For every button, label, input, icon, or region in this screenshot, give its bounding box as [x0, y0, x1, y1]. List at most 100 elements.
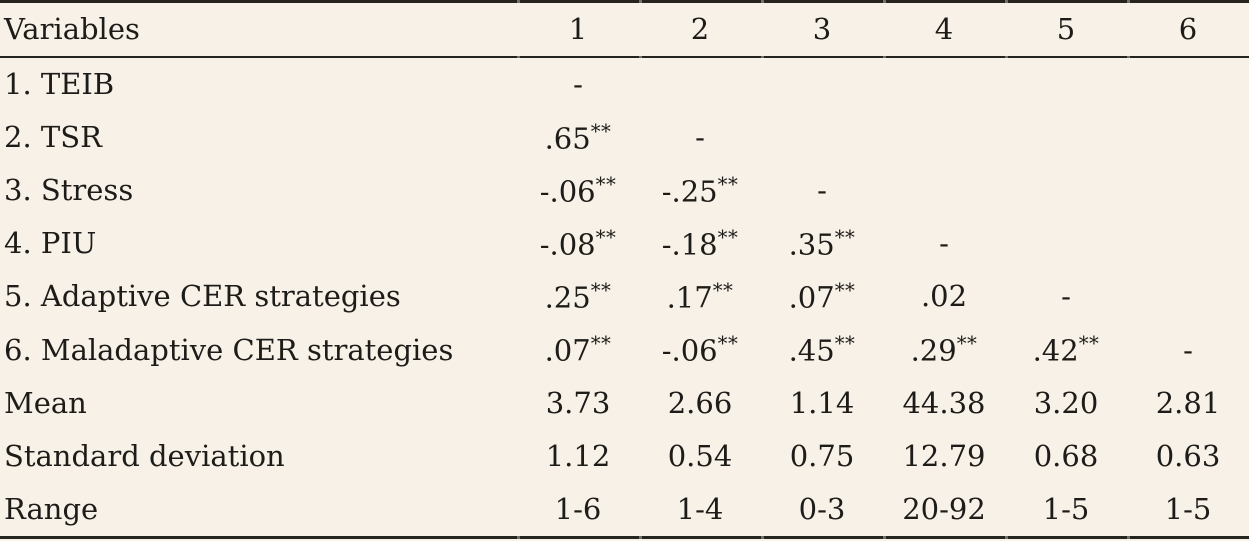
table-row: 2. TSR .65** -	[0, 111, 1249, 164]
table-cell: 2.66	[667, 385, 733, 420]
table-cell: 0.63	[1155, 438, 1221, 473]
table-cell: 2.81	[1155, 385, 1221, 420]
significance-stars: **	[717, 332, 739, 356]
row-label: 4. PIU	[4, 226, 97, 261]
significance-stars: **	[834, 279, 856, 303]
column-header-4: 4	[934, 12, 954, 46]
table-cell: .29**	[910, 332, 978, 368]
table-body: 1. TEIB -2. TSR .65** -3. Stress -.06** -.25*…	[0, 58, 1249, 536]
table-row: Range 1-6 1-4 0-3 20-92 1-5 1-5	[0, 483, 1249, 536]
table-cell: 0.68	[1033, 438, 1099, 473]
table-cell: 1-4	[676, 491, 724, 526]
table-cell: 1.12	[545, 438, 611, 473]
table-cell: 0.54	[667, 438, 733, 473]
column-header-variables: Variables	[4, 12, 140, 46]
column-boundary-tick	[883, 535, 886, 539]
table-cell: 3.73	[545, 385, 611, 420]
table-cell: -	[695, 120, 705, 155]
table-cell: 0-3	[798, 491, 846, 526]
table-cell: -.18**	[661, 226, 739, 262]
column-boundary-tick	[1005, 0, 1008, 3]
row-label: Mean	[4, 385, 87, 420]
table-cell: -	[817, 173, 827, 208]
table-cell: -	[573, 67, 583, 102]
column-boundary-tick	[1005, 535, 1008, 539]
table-row: 4. PIU -.08** -.18** .35** -	[0, 217, 1249, 270]
column-boundary-tick	[761, 56, 764, 58]
column-header-2: 2	[690, 12, 710, 46]
table-cell: .07**	[788, 279, 856, 315]
column-boundary-tick	[639, 56, 642, 58]
table-cell: 1-5	[1164, 491, 1212, 526]
table-cell: .45**	[788, 332, 856, 368]
table-cell: 20-92	[902, 491, 986, 526]
significance-stars: **	[590, 279, 612, 303]
table-cell: 12.79	[902, 438, 986, 473]
table-cell: .07**	[544, 332, 612, 368]
table-cell: 0.75	[789, 438, 855, 473]
significance-stars: **	[717, 173, 739, 197]
significance-stars: **	[590, 332, 612, 356]
significance-stars: **	[834, 332, 856, 356]
table-cell: -	[939, 226, 949, 261]
table-cell: .42**	[1032, 332, 1100, 368]
column-boundary-tick	[517, 535, 520, 539]
column-boundary-tick	[1127, 0, 1130, 3]
table-header-row: Variables 1 2 3 4 5 6	[0, 3, 1249, 56]
table-bottom-rule	[0, 535, 1249, 539]
column-boundary-tick	[1005, 56, 1008, 58]
column-boundary-tick	[639, 0, 642, 3]
significance-stars: **	[595, 226, 617, 250]
significance-stars: **	[956, 332, 978, 356]
row-label: 5. Adaptive CER strategies	[4, 279, 401, 314]
column-boundary-tick	[883, 56, 886, 58]
table-row: 5. Adaptive CER strategies .25** .17** .07*…	[0, 270, 1249, 323]
significance-stars: **	[1078, 332, 1100, 356]
significance-stars: **	[834, 226, 856, 250]
column-boundary-tick	[761, 535, 764, 539]
table-cell: .25**	[544, 279, 612, 315]
row-label: Standard deviation	[4, 438, 285, 473]
table-cell: -.06**	[661, 332, 739, 368]
table-header-rule	[0, 56, 1249, 58]
column-boundary-tick	[517, 56, 520, 58]
column-boundary-tick	[883, 0, 886, 3]
table-cell: 1.14	[789, 385, 855, 420]
row-label: 3. Stress	[4, 173, 134, 208]
column-header-3: 3	[812, 12, 832, 46]
significance-stars: **	[595, 173, 617, 197]
row-label: 1. TEIB	[4, 67, 115, 102]
table-cell: 1-5	[1042, 491, 1090, 526]
table-cell: -.25**	[661, 173, 739, 209]
column-boundary-tick	[1127, 56, 1130, 58]
row-label: 6. Maladaptive CER strategies	[4, 332, 454, 367]
column-boundary-tick	[761, 0, 764, 3]
row-label: Range	[4, 491, 99, 526]
column-boundary-tick	[639, 535, 642, 539]
table-row: 1. TEIB -	[0, 58, 1249, 111]
table-cell: -.06**	[539, 173, 617, 209]
significance-stars: **	[717, 226, 739, 250]
table-cell: 1-6	[554, 491, 602, 526]
column-boundary-tick	[517, 0, 520, 3]
table-cell: -.08**	[539, 226, 617, 262]
column-header-5: 5	[1056, 12, 1076, 46]
table-row: Mean 3.73 2.66 1.14 44.38 3.20 2.81	[0, 377, 1249, 430]
row-label: 2. TSR	[4, 120, 102, 155]
significance-stars: **	[712, 279, 734, 303]
column-header-1: 1	[568, 12, 588, 46]
table-cell: 3.20	[1033, 385, 1099, 420]
table-cell: .35**	[788, 226, 856, 262]
table-cell: -	[1061, 279, 1071, 314]
table-row: Standard deviation 1.12 0.54 0.75 12.79 0.68 0…	[0, 430, 1249, 483]
table-cell: .02	[920, 279, 968, 314]
column-header-6: 6	[1178, 12, 1198, 46]
table-row: 6. Maladaptive CER strategies .07** -.06**…	[0, 323, 1249, 376]
table-top-rule	[0, 0, 1249, 3]
table-cell: .65**	[544, 120, 612, 156]
column-boundary-tick	[1127, 535, 1130, 539]
table-cell: 44.38	[902, 385, 986, 420]
table-row: 3. Stress -.06** -.25** -	[0, 164, 1249, 217]
table-cell: .17**	[666, 279, 734, 315]
